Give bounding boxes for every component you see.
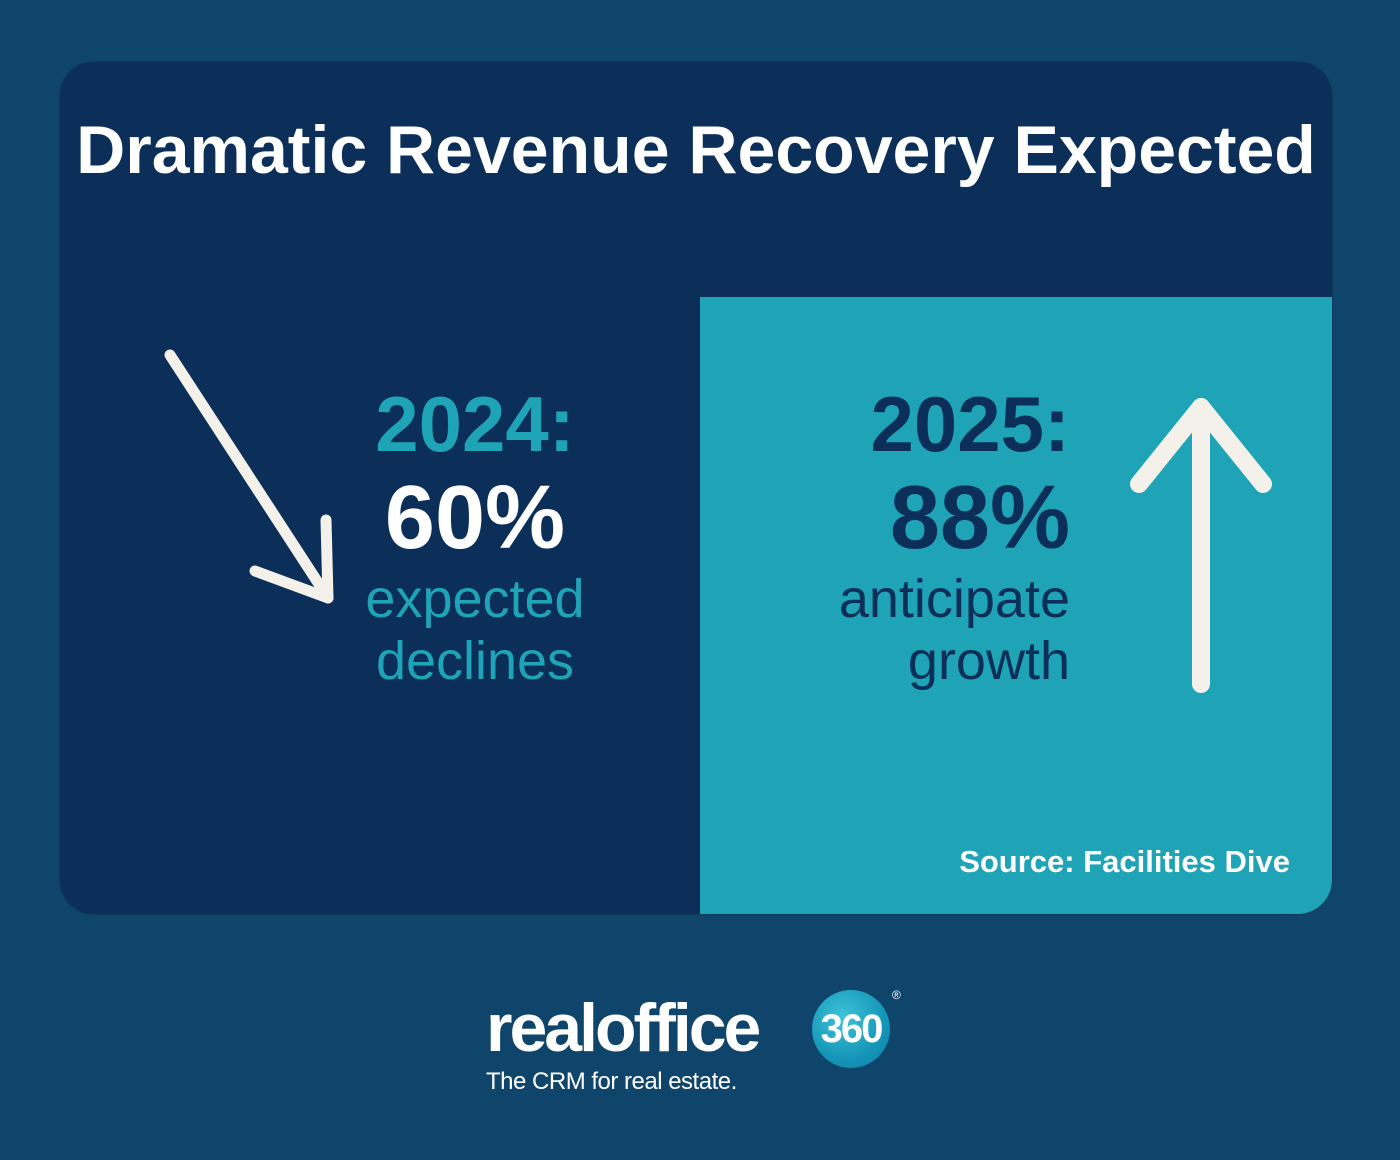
percent-2025: 88% (889, 468, 1070, 568)
percent-2024: 60% (384, 468, 566, 568)
headline: Dramatic Revenue Recovery Expected (76, 112, 1316, 188)
registered-mark: ® (892, 988, 901, 1002)
infographic-card: Dramatic Revenue Recovery Expected 2024:… (60, 62, 1332, 914)
source-credit: Source: Facilities Dive (959, 844, 1290, 879)
description-2025-line2: growth (907, 631, 1070, 691)
logo-badge: 360 (812, 990, 890, 1068)
brand-logo: realoffice 360 ® The CRM for real estate… (486, 988, 926, 1098)
stat-2025: 2025: 88% anticipate growth (780, 380, 1070, 692)
logo-wordmark: realoffice (486, 990, 761, 1066)
description-2024-line2: declines (375, 631, 575, 691)
year-2024: 2024: (375, 380, 575, 468)
description-2025-line1: anticipate (838, 569, 1070, 629)
logo-tagline: The CRM for real estate. (486, 1068, 737, 1095)
stat-2024: 2024: 60% expected declines (340, 380, 610, 692)
year-2025: 2025: (870, 380, 1071, 468)
description-2024-line1: expected (365, 569, 585, 629)
arrow-down-right-icon (164, 349, 334, 604)
